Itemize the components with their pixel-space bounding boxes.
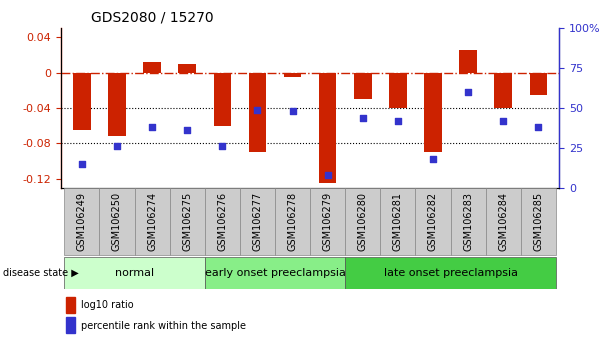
Text: GSM106282: GSM106282 <box>428 192 438 251</box>
FancyBboxPatch shape <box>240 188 275 255</box>
Point <box>147 124 157 130</box>
Bar <box>389 73 407 108</box>
Point <box>428 156 438 162</box>
Point <box>77 161 87 167</box>
FancyBboxPatch shape <box>64 188 100 255</box>
Bar <box>66 318 75 333</box>
Text: GDS2080 / 15270: GDS2080 / 15270 <box>91 11 213 25</box>
FancyBboxPatch shape <box>380 188 415 255</box>
Point <box>182 127 192 133</box>
FancyBboxPatch shape <box>170 188 205 255</box>
Text: GSM106280: GSM106280 <box>358 192 368 251</box>
Text: GSM106275: GSM106275 <box>182 192 192 251</box>
Text: GSM106277: GSM106277 <box>252 192 263 251</box>
Bar <box>73 73 91 130</box>
FancyBboxPatch shape <box>345 257 556 289</box>
Text: GSM106278: GSM106278 <box>288 192 297 251</box>
Text: GSM106276: GSM106276 <box>217 192 227 251</box>
Bar <box>143 62 161 73</box>
Point <box>463 89 473 95</box>
Bar <box>108 73 126 136</box>
FancyBboxPatch shape <box>205 188 240 255</box>
Text: GSM106274: GSM106274 <box>147 192 157 251</box>
FancyBboxPatch shape <box>310 188 345 255</box>
Text: percentile rank within the sample: percentile rank within the sample <box>81 321 246 331</box>
FancyBboxPatch shape <box>275 188 310 255</box>
Bar <box>213 73 231 126</box>
Text: late onset preeclampsia: late onset preeclampsia <box>384 268 517 278</box>
Point <box>358 115 368 120</box>
Text: GSM106284: GSM106284 <box>498 192 508 251</box>
Bar <box>459 51 477 73</box>
Point <box>288 108 297 114</box>
FancyBboxPatch shape <box>205 257 345 289</box>
Bar <box>530 73 547 95</box>
FancyBboxPatch shape <box>520 188 556 255</box>
Text: normal: normal <box>115 268 154 278</box>
Bar <box>66 297 75 313</box>
Bar <box>249 73 266 152</box>
Point <box>533 124 543 130</box>
Text: GSM106281: GSM106281 <box>393 192 403 251</box>
Point <box>252 107 262 113</box>
FancyBboxPatch shape <box>486 188 520 255</box>
Point <box>112 143 122 149</box>
Point <box>323 172 333 178</box>
Text: early onset preeclampsia: early onset preeclampsia <box>204 268 345 278</box>
Text: GSM106250: GSM106250 <box>112 192 122 251</box>
FancyBboxPatch shape <box>100 188 134 255</box>
FancyBboxPatch shape <box>64 257 205 289</box>
Bar <box>494 73 512 108</box>
FancyBboxPatch shape <box>345 188 380 255</box>
Point <box>499 118 508 124</box>
Bar <box>319 73 336 183</box>
Point <box>218 143 227 149</box>
Text: GSM106283: GSM106283 <box>463 192 473 251</box>
Point <box>393 118 402 124</box>
Bar <box>424 73 442 152</box>
Bar <box>178 64 196 73</box>
FancyBboxPatch shape <box>415 188 451 255</box>
Text: disease state ▶: disease state ▶ <box>3 268 79 278</box>
Text: GSM106285: GSM106285 <box>533 192 544 251</box>
Text: GSM106249: GSM106249 <box>77 192 87 251</box>
FancyBboxPatch shape <box>451 188 486 255</box>
Bar <box>284 73 302 77</box>
Text: log10 ratio: log10 ratio <box>81 300 133 310</box>
FancyBboxPatch shape <box>134 188 170 255</box>
Bar <box>354 73 371 99</box>
Text: GSM106279: GSM106279 <box>323 192 333 251</box>
